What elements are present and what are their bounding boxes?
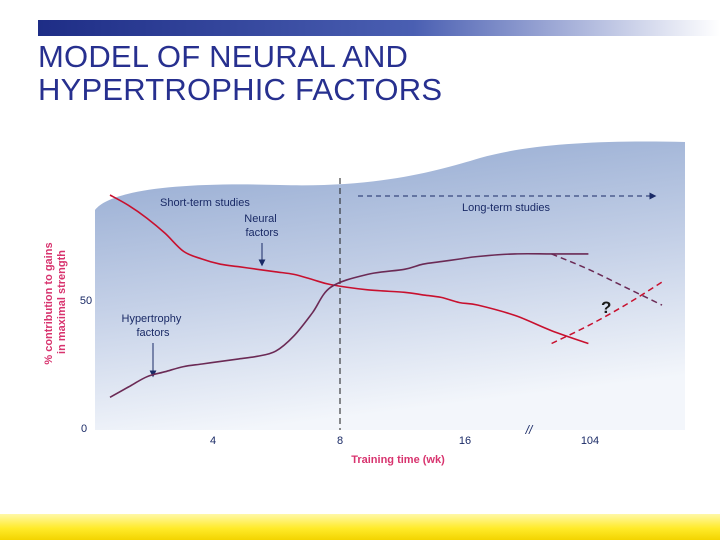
chart-background-panel [95, 141, 685, 430]
annotation-hypertrophy-factors: Hypertrophy factors [122, 313, 185, 339]
x-tick-104: 104 [581, 435, 599, 447]
series-layer [109, 194, 663, 399]
series-extrapolation-neural-factors [551, 281, 663, 345]
slide-title: MODEL OF NEURAL AND HYPERTROPHIC FACTORS [38, 40, 678, 106]
x-axis-break-marker: // [525, 423, 534, 437]
series-extrapolation-hypertrophy-factors [551, 253, 663, 306]
annotation-short-term: Short-term studies [160, 197, 250, 209]
x-axis-label: Training time (wk) [351, 454, 445, 466]
series-line-neural-factors [109, 194, 589, 345]
slide-title-line-2: HYPERTROPHIC FACTORS [38, 72, 443, 107]
x-tick-4: 4 [210, 435, 216, 447]
title-accent-bar [38, 20, 720, 36]
series-line-hypertrophy-factors [109, 252, 589, 399]
y-axis-label: % contribution to gains in maximal stren… [43, 239, 68, 364]
annotation-neural-factors: Neural factors [244, 213, 279, 239]
x-tick-16: 16 [459, 435, 471, 447]
annotation-long-term: Long-term studies [462, 202, 551, 214]
slide-title-line-1: MODEL OF NEURAL AND [38, 39, 409, 74]
y-tick-50: 50 [80, 295, 92, 307]
footer-accent-bar [0, 514, 720, 540]
x-tick-8: 8 [337, 435, 343, 447]
y-tick-0: 0 [81, 423, 87, 435]
annotation-question-mark: ? [601, 298, 611, 317]
